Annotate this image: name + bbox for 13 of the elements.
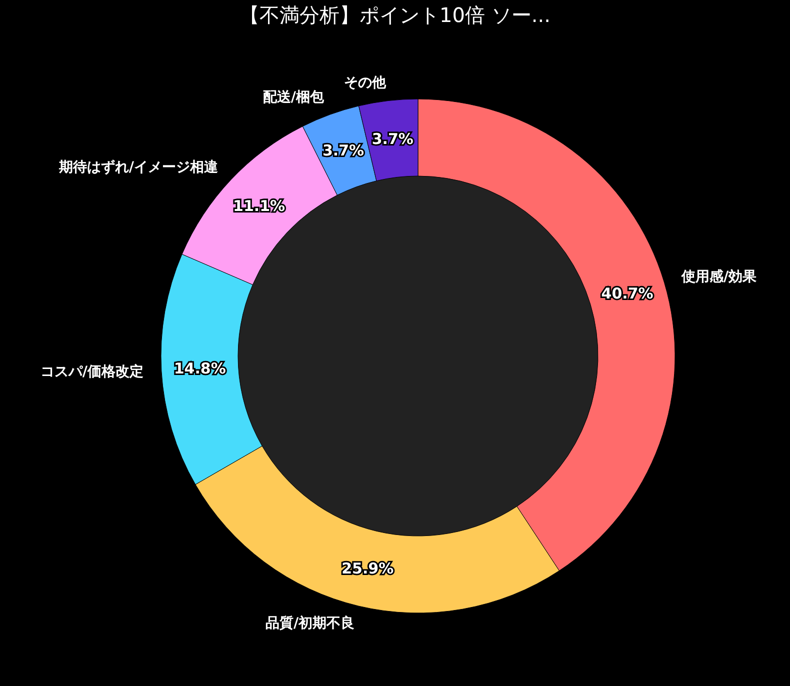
data-label: 3.7%	[322, 142, 364, 160]
slice-label: 配送/梱包	[262, 90, 325, 106]
slice-label: 品質/初期不良	[265, 614, 355, 632]
data-label: 25.9%	[342, 560, 394, 578]
slice-label: その他	[344, 74, 388, 91]
slice-label: コスパ/価格改定	[40, 362, 144, 380]
data-label: 3.7%	[372, 130, 414, 148]
data-label: 14.8%	[174, 360, 226, 378]
slice-label: 期待はずれ/イメージ相違	[58, 159, 219, 176]
data-label: 40.7%	[601, 284, 654, 302]
data-label: 11.1%	[233, 197, 286, 216]
chart-title: 【不満分析】ポイント10倍 ソー...	[240, 3, 550, 27]
slice-label: 使用感/効果	[680, 269, 758, 286]
